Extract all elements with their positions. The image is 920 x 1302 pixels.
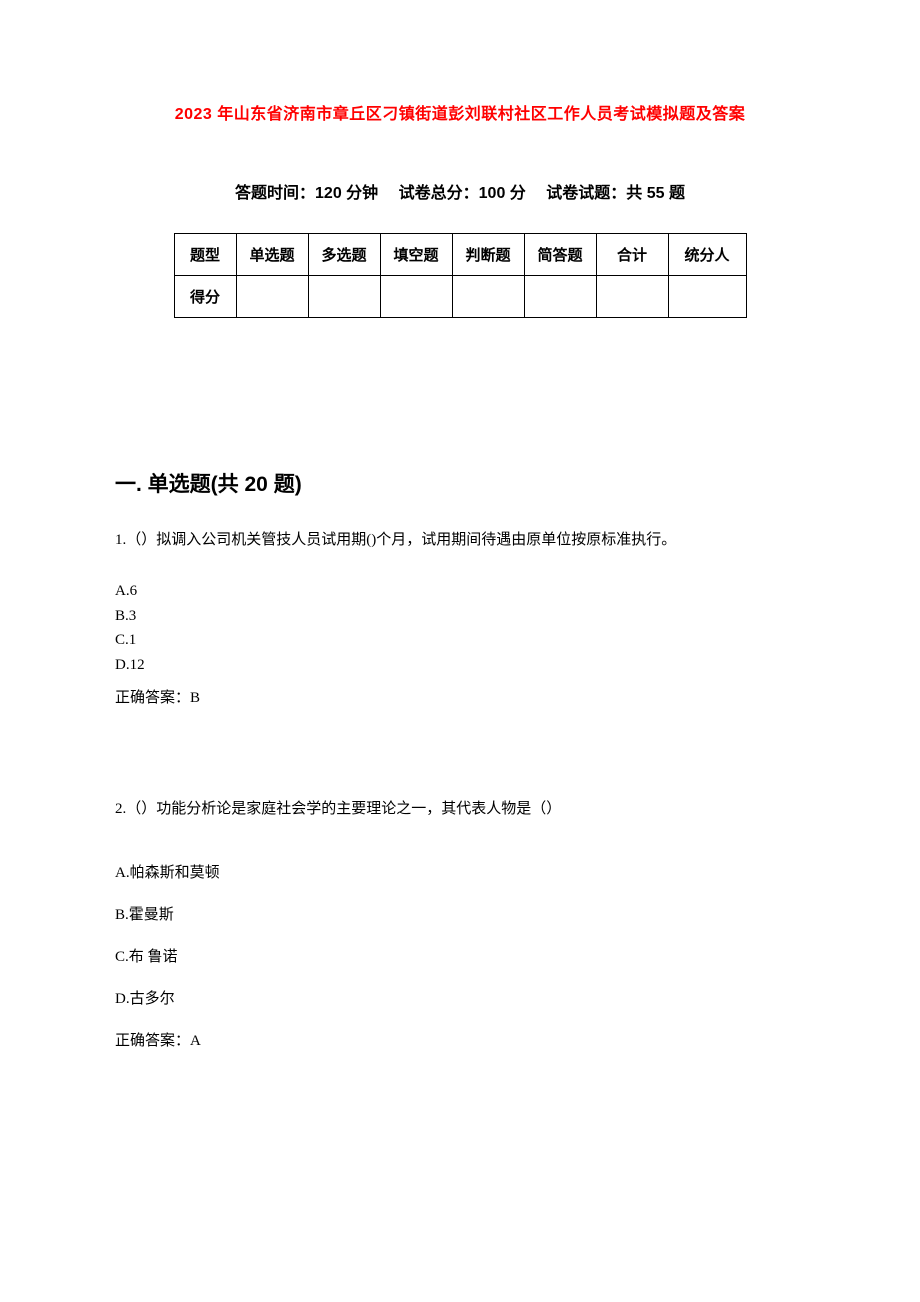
question-2-option-b: B.霍曼斯 bbox=[115, 903, 805, 927]
table-score-cell bbox=[524, 276, 596, 318]
table-score-cell bbox=[452, 276, 524, 318]
question-2-option-d: D.古多尔 bbox=[115, 987, 805, 1011]
exam-total-score: 试卷总分：100 分 bbox=[399, 185, 526, 202]
question-1-answer: 正确答案：B bbox=[115, 686, 805, 707]
question-1-option-c: C.1 bbox=[115, 629, 805, 652]
question-2-option-c: C.布 鲁诺 bbox=[115, 945, 805, 969]
question-1: 1.（）拟调入公司机关管技人员试用期()个月，试用期间待遇由原单位按原标准执行。… bbox=[115, 528, 805, 707]
table-header-col: 填空题 bbox=[380, 234, 452, 276]
question-2-text: 2.（）功能分析论是家庭社会学的主要理论之一，其代表人物是（） bbox=[115, 797, 805, 821]
table-score-cell bbox=[596, 276, 668, 318]
table-score-cell bbox=[380, 276, 452, 318]
score-table: 题型 单选题 多选题 填空题 判断题 简答题 合计 统分人 得分 bbox=[174, 233, 747, 318]
table-header-col: 统分人 bbox=[668, 234, 746, 276]
question-1-option-d: D.12 bbox=[115, 654, 805, 677]
exam-question-count: 试卷试题：共 55 题 bbox=[546, 185, 685, 202]
table-header-col: 简答题 bbox=[524, 234, 596, 276]
section-1-header: 一. 单选题(共 20 题) bbox=[115, 468, 805, 498]
question-2-option-a: A.帕森斯和莫顿 bbox=[115, 861, 805, 885]
table-score-cell bbox=[308, 276, 380, 318]
table-header-col: 合计 bbox=[596, 234, 668, 276]
question-1-option-a: A.6 bbox=[115, 580, 805, 603]
question-1-text: 1.（）拟调入公司机关管技人员试用期()个月，试用期间待遇由原单位按原标准执行。 bbox=[115, 528, 805, 552]
table-score-label: 得分 bbox=[174, 276, 236, 318]
table-header-col: 单选题 bbox=[236, 234, 308, 276]
table-score-cell bbox=[236, 276, 308, 318]
table-header-row: 题型 单选题 多选题 填空题 判断题 简答题 合计 统分人 bbox=[174, 234, 746, 276]
exam-time: 答题时间：120 分钟 bbox=[235, 185, 378, 202]
question-1-option-b: B.3 bbox=[115, 605, 805, 628]
question-2-answer: 正确答案：A bbox=[115, 1029, 805, 1050]
table-header-col: 多选题 bbox=[308, 234, 380, 276]
question-2: 2.（）功能分析论是家庭社会学的主要理论之一，其代表人物是（） A.帕森斯和莫顿… bbox=[115, 797, 805, 1050]
table-header-label: 题型 bbox=[174, 234, 236, 276]
table-header-col: 判断题 bbox=[452, 234, 524, 276]
exam-info-row: 答题时间：120 分钟 试卷总分：100 分 试卷试题：共 55 题 bbox=[115, 179, 805, 203]
exam-title: 2023 年山东省济南市章丘区刁镇街道彭刘联村社区工作人员考试模拟题及答案 bbox=[115, 100, 805, 124]
table-score-cell bbox=[668, 276, 746, 318]
table-score-row: 得分 bbox=[174, 276, 746, 318]
